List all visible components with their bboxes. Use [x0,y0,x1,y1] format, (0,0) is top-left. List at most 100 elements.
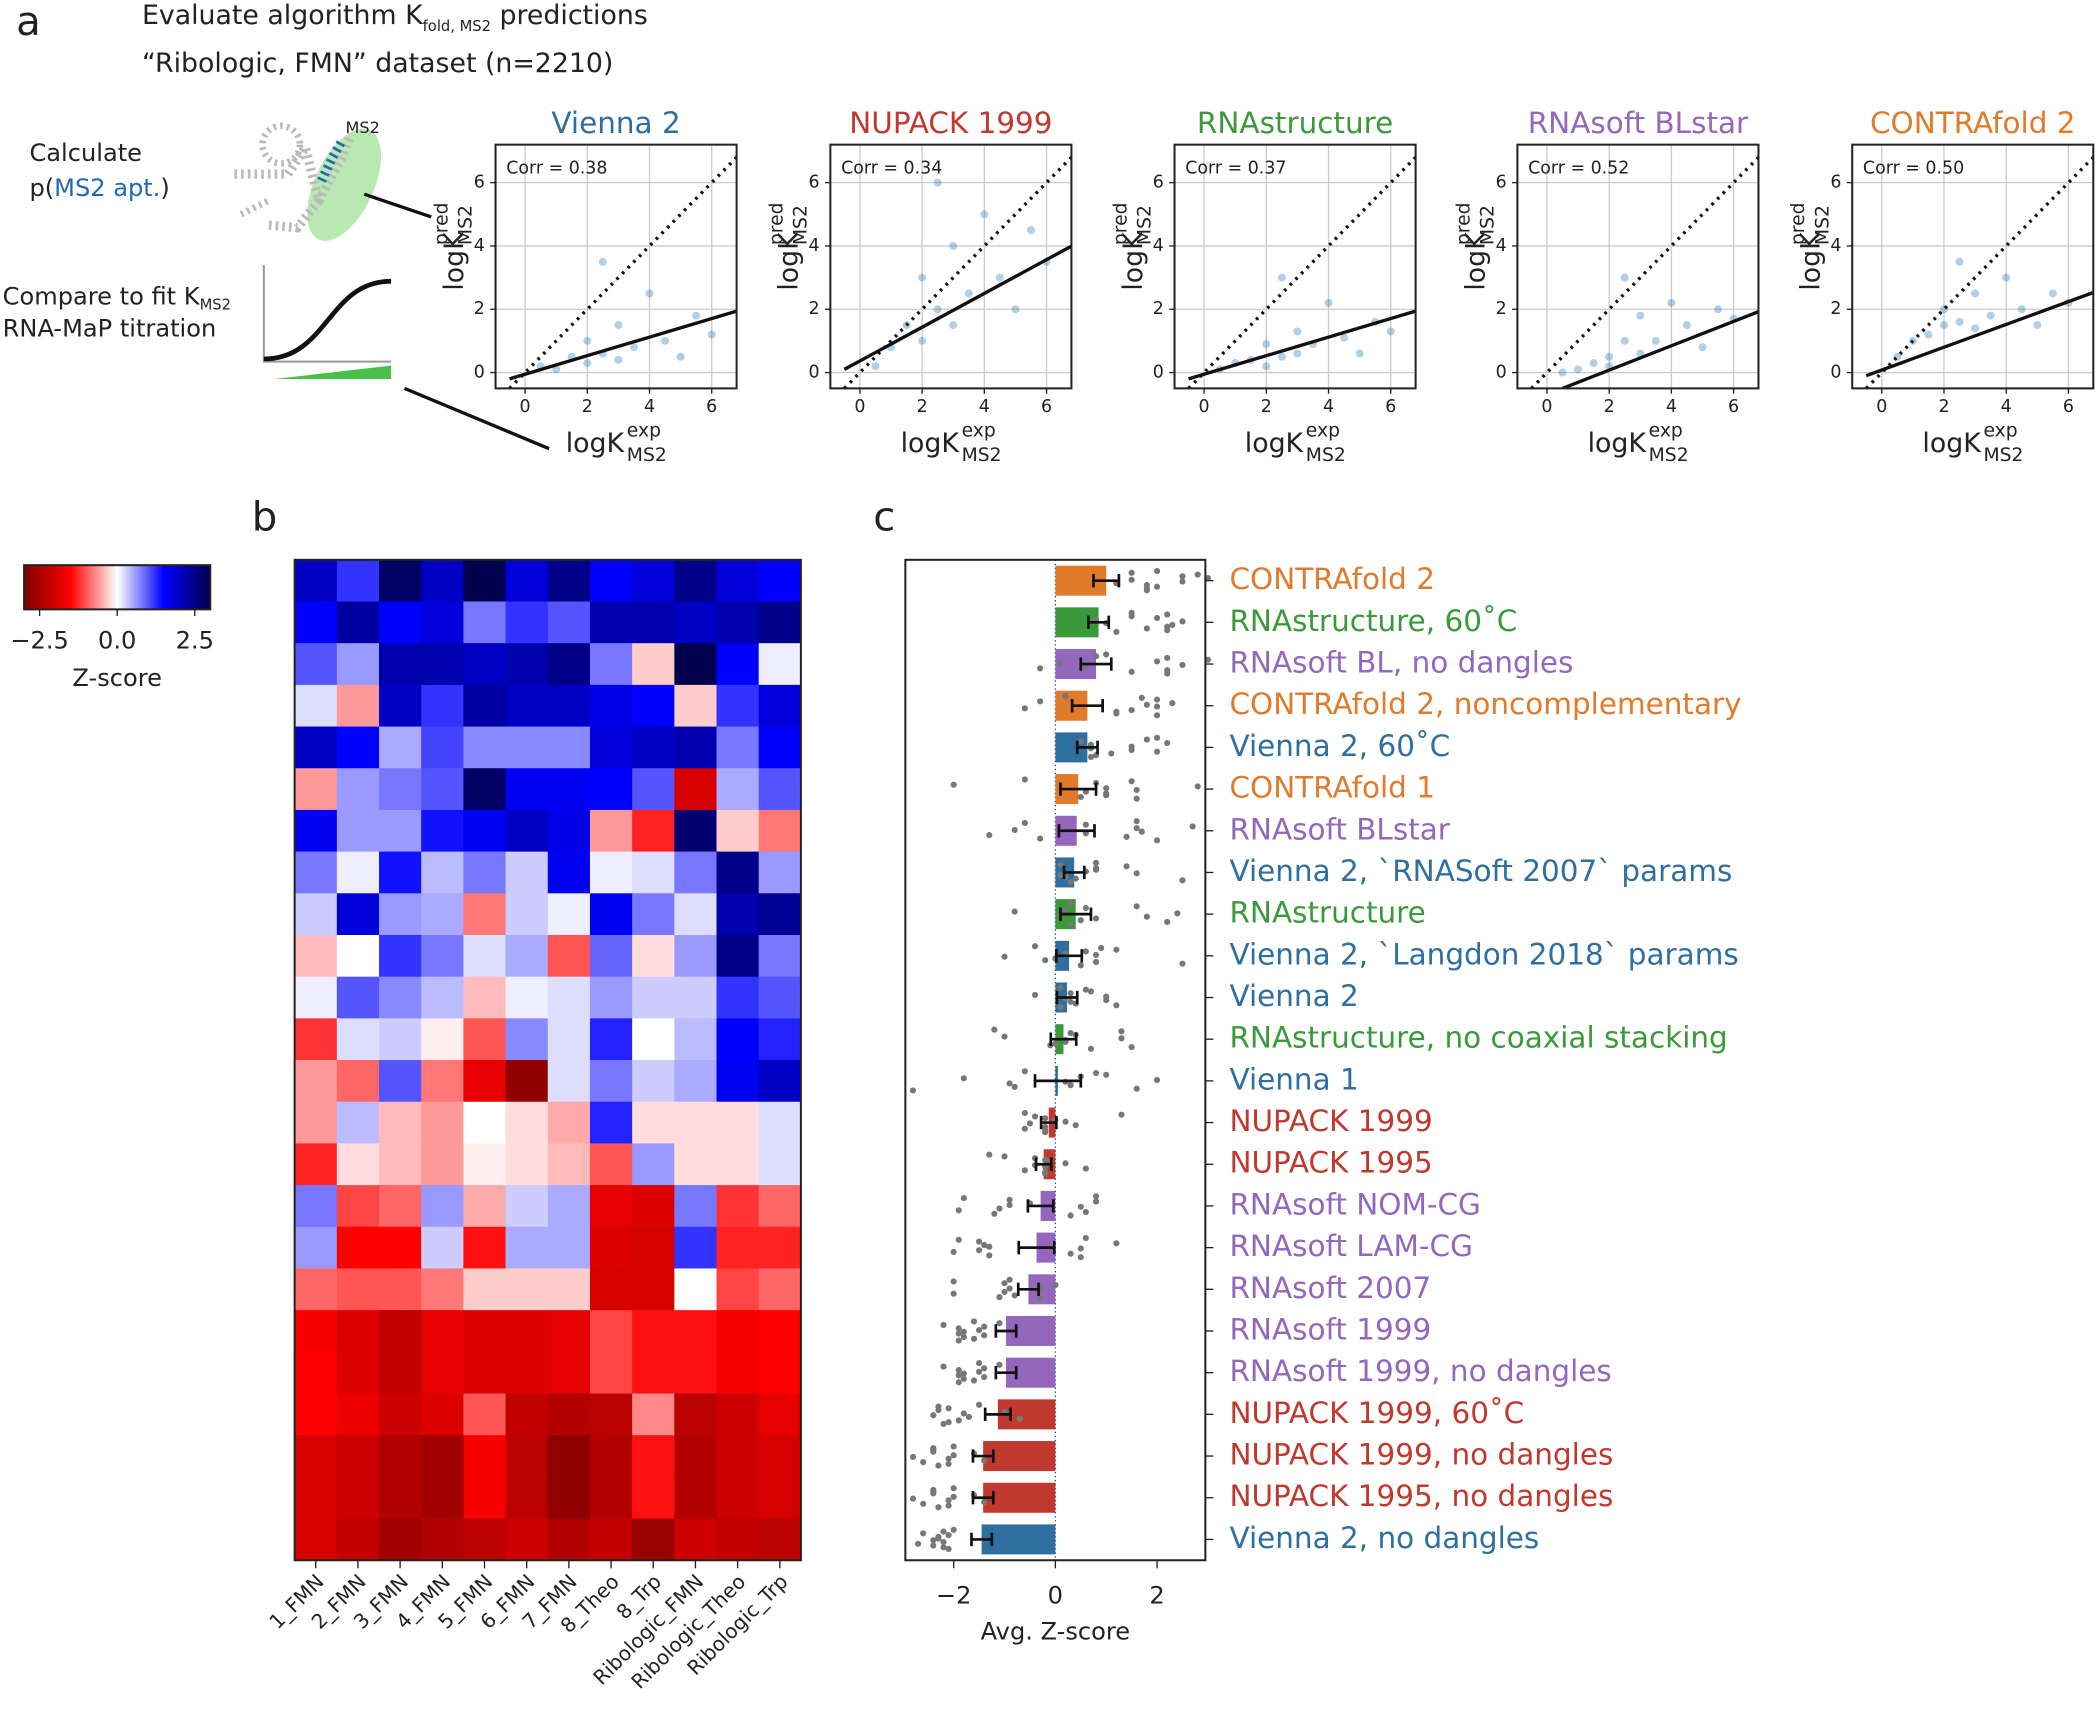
point [1293,327,1302,336]
error-bar [1075,740,1099,755]
heat-cell [379,1101,422,1145]
strip-dot [960,1328,967,1335]
colorbar-tick-label: −2.5 [10,627,69,655]
heat-cell [674,601,718,644]
header-subtitle: “Ribologic, FMN” dataset (n=2210) [142,48,613,79]
heat-cell [463,893,507,936]
colorbar-tick-label: 0.0 [98,627,136,655]
strip-dot [976,1360,983,1367]
y-label-sub: MS2 [1477,205,1498,245]
error-bar [1055,990,1079,1005]
strip-dot [1037,665,1044,672]
heat-cell [758,1018,802,1061]
point [598,257,607,266]
heat-cell [336,726,380,769]
strip-dot [1194,783,1201,790]
heat-cell [632,1476,676,1520]
strip-dot [1103,993,1110,1000]
strip-dot [1143,701,1150,708]
x-tick-label: 0 [1199,397,1210,417]
heat-cell [379,1351,422,1395]
strip-dot [960,1375,967,1382]
x-label: logK [1245,428,1305,459]
strip-dot [981,1241,988,1249]
heat-cell [758,1435,802,1478]
heat-cell [294,1518,338,1561]
error-bar [1057,824,1096,838]
heat-cell [632,976,676,1020]
heat-cell [294,1476,338,1520]
strip-dot [909,1453,917,1460]
strip-dot [991,1026,998,1033]
point [2017,305,2026,314]
x-tick-label: 0 [1048,1581,1063,1609]
x-tick-label: 6 [1728,397,1739,417]
strip-dot [976,1327,983,1334]
heat-cell [758,643,802,686]
heat-cell [294,851,338,894]
strip-dot [1001,1033,1008,1040]
heat-cell [547,1310,591,1353]
x-label: Avg. Z-score [981,1618,1130,1646]
error-bar [971,1491,995,1505]
point [980,210,989,219]
y-label-sub: MS2 [456,205,477,245]
strip-dot [1133,1085,1140,1092]
heat-cell [716,851,760,894]
heat-cell [632,1268,676,1311]
strip-dot [1067,1030,1074,1037]
category-label: Vienna 2, `Langdon 2018` params [1229,937,1738,971]
heat-cell [505,1268,549,1311]
identity-line [1865,156,2094,389]
strip-dot [1037,835,1044,842]
strip-dot [1123,833,1130,840]
heat-cell [463,601,507,644]
strip-dot [1087,988,1095,995]
heat-cell [336,934,380,978]
strip-dot [1123,863,1130,870]
heat-cell [505,1310,549,1353]
strip-dot [1143,625,1150,632]
heat-cell [758,1143,802,1186]
strip-dot [1138,828,1145,835]
heat-cell [379,1185,422,1228]
strip-dot [1006,1196,1013,1203]
x-tick-label: 4 [644,397,655,417]
strip-dot [1021,1125,1028,1132]
strip-dot [920,1500,927,1507]
strip-dot [1153,712,1161,719]
heat-cell [632,1310,676,1353]
heat-cell [758,1393,802,1436]
heat-cell [463,1185,507,1228]
strip-dot [981,1365,988,1372]
y-tick-label: 6 [1153,173,1164,193]
strip-dot [1052,1281,1059,1289]
heat-cell [716,1101,760,1145]
strip-dot [1077,1254,1084,1261]
heat-cell [379,1518,422,1561]
heat-cell [421,809,465,853]
strip-dot [981,1332,988,1339]
fit-line [1865,290,2094,378]
heat-cell [674,1393,718,1436]
heat-cell [336,1018,380,1061]
heat-cell [421,1101,465,1145]
fit-line [1188,309,1416,381]
strip-dot [976,1368,983,1375]
strip-dot [1133,786,1140,794]
strip-dot [986,1252,993,1259]
heat-cell [547,1185,591,1228]
strip-dot [960,1075,967,1082]
category-label: CONTRAfold 1 [1229,771,1435,805]
strip-dot [930,1537,937,1544]
heat-cell [632,559,676,603]
y-label: logK [1118,231,1149,291]
heat-cell [421,1476,465,1520]
strip-dot [1174,910,1181,917]
heat-cell [632,601,676,644]
strip-dot [991,1210,998,1217]
error-bar [1059,907,1093,921]
strip-dot [920,1459,927,1466]
point [918,273,927,282]
point [2002,273,2011,282]
